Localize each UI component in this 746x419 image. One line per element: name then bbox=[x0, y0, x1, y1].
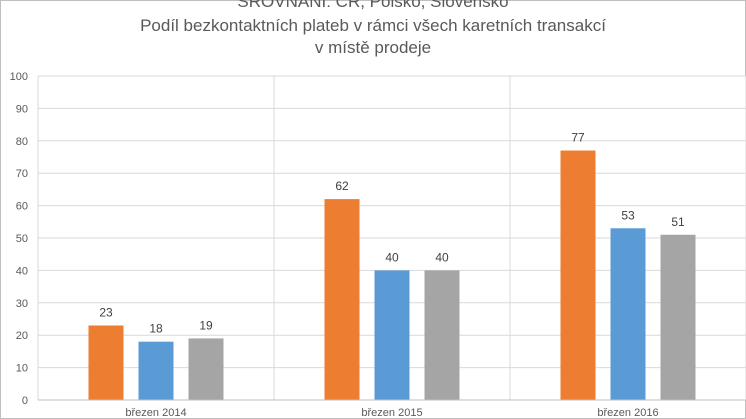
x-category-label: březen 2016 bbox=[597, 407, 658, 419]
bar bbox=[424, 270, 460, 400]
bar bbox=[188, 338, 224, 400]
x-category-label: březen 2014 bbox=[125, 407, 186, 419]
y-tick-label: 10 bbox=[16, 363, 28, 375]
data-label: 19 bbox=[199, 318, 213, 332]
x-category-label: březen 2015 bbox=[361, 407, 422, 419]
y-tick-label: 60 bbox=[16, 201, 28, 213]
data-label: 23 bbox=[99, 305, 113, 319]
chart-subtitle-line-2: v místě prodeje bbox=[314, 38, 432, 57]
data-label: 18 bbox=[149, 322, 163, 336]
data-label: 51 bbox=[671, 215, 685, 229]
data-label: 53 bbox=[621, 208, 635, 222]
chart-subtitle-line-1: Podíl bezkontaktních plateb v rámci všec… bbox=[140, 16, 606, 35]
y-tick-label: 40 bbox=[16, 265, 28, 277]
y-tick-label: 20 bbox=[16, 330, 28, 342]
bar bbox=[374, 270, 410, 400]
y-tick-label: 30 bbox=[16, 298, 28, 310]
bar bbox=[138, 341, 174, 400]
bar bbox=[610, 228, 646, 400]
y-tick-label: 90 bbox=[16, 103, 28, 115]
y-tick-label: 50 bbox=[16, 233, 28, 245]
y-tick-label: 80 bbox=[16, 136, 28, 148]
y-tick-label: 0 bbox=[22, 395, 28, 407]
bar bbox=[88, 325, 124, 400]
bar bbox=[660, 234, 696, 400]
chart-title: SROVNÁNÍ: ČR, Polsko, Slovensko bbox=[237, 0, 509, 11]
data-label: 62 bbox=[335, 179, 349, 193]
data-label: 77 bbox=[571, 131, 585, 145]
y-tick-label: 70 bbox=[16, 168, 28, 180]
bar bbox=[324, 199, 360, 400]
y-tick-label: 100 bbox=[10, 71, 28, 83]
data-label: 40 bbox=[435, 250, 449, 264]
bar bbox=[560, 150, 596, 400]
data-label: 40 bbox=[385, 250, 399, 264]
